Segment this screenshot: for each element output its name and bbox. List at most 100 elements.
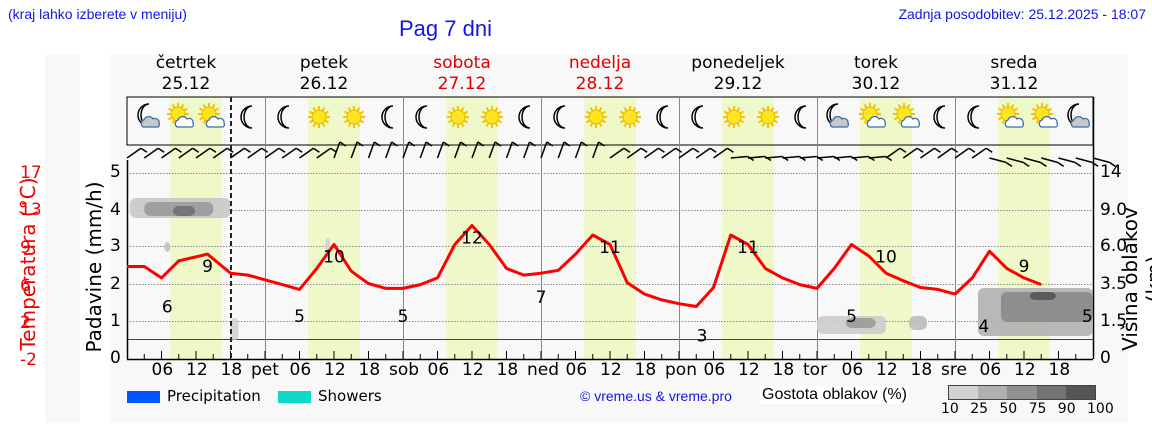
credit-link[interactable]: © vreme.us & vreme.pro [580, 388, 732, 404]
wind-barbs [126, 141, 1116, 168]
temperature-line [127, 224, 1042, 308]
day-date: 27.12 [437, 74, 487, 94]
sun-cloud-icon [1031, 103, 1059, 128]
cloud-density-patch [230, 318, 239, 340]
sun-icon [723, 106, 745, 128]
precipitation-tick: 4 [110, 200, 121, 220]
temperature-extreme-label: 5 [398, 307, 409, 327]
cloud-height-tick: 6.0 [1100, 236, 1128, 256]
hour-tick: 06 [979, 360, 1002, 380]
precipitation-tick: 0 [110, 348, 121, 368]
daylight-band [860, 97, 912, 359]
hour-tick: 18 [910, 360, 933, 380]
moon-icon [691, 105, 704, 129]
hour-tick: 06 [151, 360, 174, 380]
hour-tick: 18 [772, 360, 795, 380]
day-date: 28.12 [575, 74, 625, 94]
hour-tick: 06 [289, 360, 312, 380]
moon-icon [933, 105, 946, 129]
cloud-height-tick: 3.5 [1100, 274, 1128, 294]
moon-icon [553, 105, 566, 129]
temperature-extreme-label: 12 [461, 228, 483, 248]
density-tick: 25 [970, 401, 989, 417]
temperature-tick: 6 [20, 276, 31, 296]
daylight-band [446, 97, 498, 359]
density-tick: 75 [1028, 401, 1047, 417]
sun-cloud-icon [167, 103, 195, 128]
density-swatch [1007, 386, 1037, 399]
moon-cloud-icon [137, 103, 161, 128]
page-title: Pag 7 dni [399, 16, 492, 41]
temperature-tick: 13 [20, 200, 42, 220]
cloud-density-patch [1001, 292, 1093, 322]
hour-tick: 18 [1048, 360, 1071, 380]
showers-legend-swatch [278, 391, 311, 403]
day-date: 31.12 [989, 74, 1039, 94]
cloud-height-tick: 1.5 [1100, 311, 1128, 331]
density-tick: 10 [941, 401, 959, 417]
cloud-density-patch [845, 318, 876, 328]
precipitation-tick: 3 [110, 236, 121, 256]
cloud-density-scale [948, 385, 1096, 400]
day-name: sreda [990, 53, 1038, 73]
moon-icon [656, 105, 669, 129]
precipitation-tick: 1 [110, 311, 121, 331]
last-updated: Zadnja posodobitev: 25.12.2025 - 18:07 [898, 6, 1146, 22]
cloud-density-patch [164, 242, 171, 252]
day-short-label: pon [665, 360, 697, 380]
daylight-band [584, 97, 636, 359]
temperature-extreme-label: 6 [162, 298, 173, 318]
hour-tick: 06 [565, 360, 588, 380]
day-short-label: pet [251, 360, 279, 380]
day-date: 30.12 [851, 74, 901, 94]
density-swatch [1036, 386, 1066, 399]
day-name: nedelja [568, 53, 632, 73]
hour-tick: 18 [634, 360, 657, 380]
day-date: 26.12 [299, 74, 349, 94]
day-name: petek [299, 53, 349, 73]
precipitation-legend-swatch [127, 391, 160, 403]
cloud-density-label: Gostota oblakov (%) [760, 386, 909, 404]
density-tick: 100 [1087, 401, 1114, 417]
temperature-extreme-label: 5 [1082, 307, 1093, 327]
temperature-tick: 2 [20, 313, 31, 333]
sun-icon [481, 106, 503, 128]
moon-icon [277, 105, 290, 129]
temperature-tick: 9 [20, 238, 31, 258]
density-swatch [978, 386, 1008, 399]
temperature-extreme-label: 7 [536, 288, 547, 308]
temperature-extreme-label: 5 [294, 307, 305, 327]
cloud-height-tick: 9.0 [1100, 200, 1128, 220]
temperature-tick: 17 [20, 163, 42, 183]
hour-tick: 12 [600, 360, 622, 380]
hour-tick: 12 [462, 360, 484, 380]
hour-tick: 12 [324, 360, 346, 380]
density-tick: 90 [1057, 401, 1076, 417]
temperature-extreme-label: 11 [737, 238, 759, 258]
temperature-extreme-label: 9 [1019, 257, 1030, 277]
day-date: 29.12 [713, 74, 763, 94]
hour-tick: 06 [703, 360, 726, 380]
hour-tick: 06 [427, 360, 450, 380]
sun-cloud-icon [198, 103, 226, 128]
sun-cloud-icon [859, 103, 887, 128]
moon-icon [794, 105, 807, 129]
moon-icon [381, 105, 394, 129]
moon-cloud-icon [826, 103, 850, 128]
hour-tick: 18 [358, 360, 381, 380]
moon-icon [967, 105, 980, 129]
precipitation-legend-label: Precipitation [167, 387, 261, 405]
day-date: 25.12 [161, 74, 211, 94]
cloud-density-patch [909, 316, 927, 330]
daylight-band [722, 97, 774, 359]
sun-icon [619, 106, 641, 128]
cloud-density-patch [1029, 292, 1056, 300]
day-short-label: sre [941, 360, 967, 380]
daylight-band [308, 97, 360, 359]
location-hint: (kraj lahko izberete v meniju) [8, 6, 187, 22]
moon-icon [415, 105, 428, 129]
density-swatch [949, 386, 979, 399]
sun-icon [308, 106, 330, 128]
sun-icon [757, 106, 779, 128]
